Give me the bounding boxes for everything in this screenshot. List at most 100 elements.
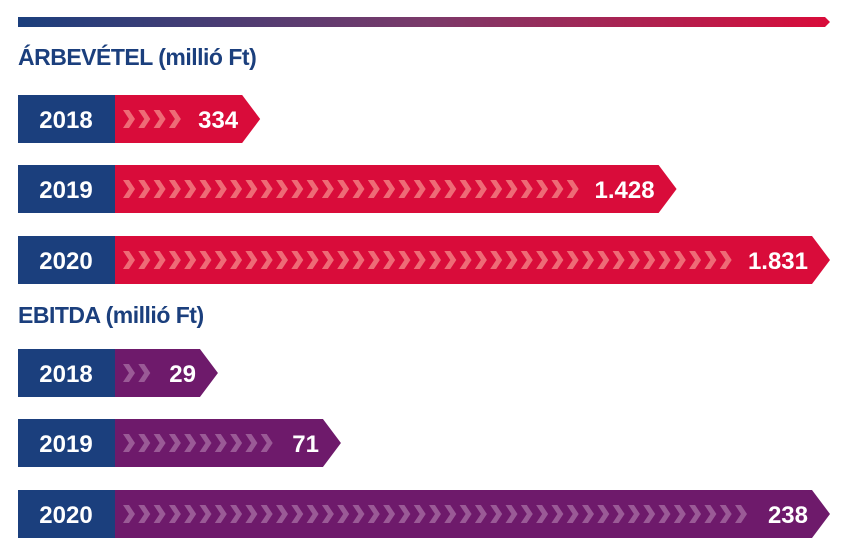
year-box: [18, 419, 115, 467]
chevron-icon: [276, 505, 288, 523]
chevron-icon: [444, 505, 457, 523]
chevron-icon: [429, 180, 441, 198]
chevron-icon: [230, 180, 243, 198]
chevron-icon: [566, 251, 579, 269]
chevron-icon: [474, 180, 487, 198]
chevron-icon: [123, 364, 135, 382]
chevron-icon: [214, 505, 227, 523]
value-bar: [115, 95, 261, 143]
chevron-icon: [291, 251, 304, 269]
chevron-icon: [352, 251, 365, 269]
chevron-icon: [123, 434, 135, 452]
chevron-icon: [704, 505, 717, 523]
chevron-icon: [505, 180, 518, 198]
chevron-icon: [230, 434, 243, 452]
chevron-icon: [168, 110, 181, 128]
chevron-icon: [444, 180, 457, 198]
chevron-icon: [245, 180, 258, 198]
chevron-icon: [153, 434, 166, 452]
chevron-icon: [505, 251, 518, 269]
chevron-icon: [367, 251, 380, 269]
year-label: 2018: [39, 107, 92, 134]
chevron-icon: [321, 180, 334, 198]
chevron-icon: [138, 364, 151, 382]
chevron-icon: [735, 505, 747, 523]
chevron-icon: [153, 251, 166, 269]
chevron-icon: [490, 180, 503, 198]
value-label: 29: [169, 361, 196, 388]
chevron-icon: [123, 505, 135, 523]
chevron-icon: [536, 251, 549, 269]
chevron-icon: [673, 251, 686, 269]
value-label: 1.428: [595, 177, 655, 204]
chevron-icon: [291, 505, 304, 523]
value-label: 238: [768, 502, 808, 529]
chevron-icon: [168, 505, 181, 523]
chevron-icon: [413, 180, 426, 198]
chevron-icon: [490, 251, 503, 269]
chevron-icon: [689, 251, 702, 269]
chevron-icon: [536, 505, 549, 523]
chevron-icon: [291, 180, 304, 198]
chevron-icon: [474, 251, 487, 269]
chevron-icon: [123, 180, 135, 198]
chevron-icon: [276, 251, 288, 269]
chevron-icon: [520, 180, 533, 198]
chevron-icon: [413, 251, 426, 269]
chevron-icon: [413, 505, 426, 523]
value-bar: [115, 236, 830, 284]
chevron-icon: [582, 505, 594, 523]
chevron-icon: [551, 180, 564, 198]
chevron-icon: [214, 180, 227, 198]
year-box: [18, 95, 115, 143]
chevron-icon: [612, 505, 625, 523]
value-label: 334: [198, 107, 239, 134]
chevron-icon: [398, 180, 411, 198]
chevron-icon: [459, 180, 472, 198]
chevron-icon: [658, 505, 671, 523]
chevron-icon: [184, 251, 197, 269]
chevron-icon: [153, 110, 166, 128]
chevron-icon: [444, 251, 457, 269]
chevron-icon: [459, 251, 472, 269]
chevron-icon: [459, 505, 472, 523]
chevron-icon: [168, 180, 181, 198]
chevron-icon: [383, 505, 396, 523]
chevron-icon: [505, 505, 518, 523]
chevron-icon: [627, 251, 640, 269]
value-bar: [115, 490, 830, 538]
chevron-icon: [398, 505, 411, 523]
chevron-icon: [367, 180, 380, 198]
chevron-icon: [566, 180, 579, 198]
chevron-icon: [520, 251, 533, 269]
chevron-icon: [260, 180, 273, 198]
chevron-icon: [673, 505, 686, 523]
chevron-icon: [719, 505, 732, 523]
chevron-icon: [245, 505, 258, 523]
chevron-icon: [153, 180, 166, 198]
chevron-icon: [551, 505, 564, 523]
value-label: 1.831: [748, 248, 808, 275]
value-bar: [115, 349, 218, 397]
chevron-icon: [230, 251, 243, 269]
chevron-icon: [627, 505, 640, 523]
year-label: 2019: [39, 431, 92, 458]
chevron-icon: [536, 180, 549, 198]
chevron-icon: [643, 251, 656, 269]
chevron-icon: [199, 251, 212, 269]
chevron-icon: [398, 251, 411, 269]
chevron-icon: [597, 505, 610, 523]
value-bar: [115, 419, 341, 467]
ebitda-title: EBITDA (millió Ft): [18, 302, 204, 328]
chevron-icon: [306, 180, 319, 198]
chevron-icon: [321, 505, 334, 523]
chevron-icon: [306, 251, 319, 269]
chevron-icon: [582, 251, 594, 269]
chevron-icon: [306, 505, 319, 523]
chevron-icon: [184, 434, 197, 452]
chevron-icon: [168, 251, 181, 269]
chevron-icon: [260, 434, 273, 452]
chevron-icon: [383, 180, 396, 198]
value-label: 71: [292, 431, 319, 458]
